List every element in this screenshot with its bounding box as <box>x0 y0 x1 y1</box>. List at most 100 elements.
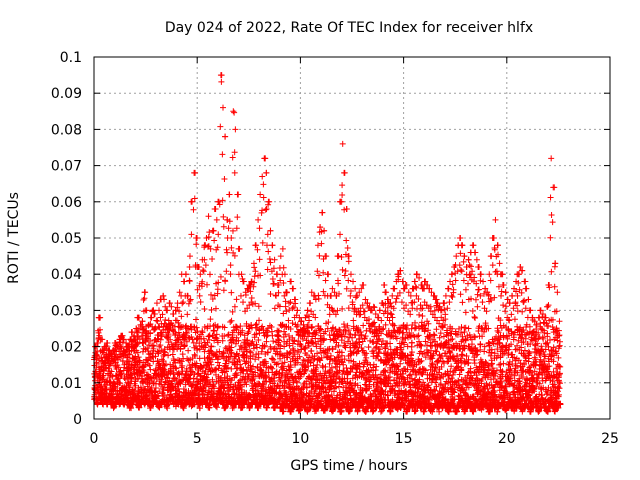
data-point <box>361 308 368 315</box>
data-point <box>290 285 297 292</box>
data-point <box>222 278 229 285</box>
data-point <box>173 365 180 372</box>
data-point <box>157 342 164 349</box>
data-point <box>269 242 276 249</box>
data-point <box>188 333 195 340</box>
data-point <box>119 358 126 365</box>
data-point <box>278 322 285 329</box>
data-point <box>170 355 177 362</box>
data-point <box>457 266 464 273</box>
data-point <box>255 216 262 223</box>
data-point <box>172 364 179 371</box>
data-point <box>170 346 177 353</box>
data-point <box>147 329 154 336</box>
data-point <box>91 391 98 398</box>
data-point <box>388 311 395 318</box>
data-point <box>169 345 176 352</box>
data-point <box>181 342 188 349</box>
data-point <box>169 351 176 358</box>
data-point <box>139 380 146 387</box>
data-point <box>97 368 104 375</box>
data-point <box>220 223 227 230</box>
data-point <box>383 289 390 296</box>
data-point <box>136 357 143 364</box>
data-point <box>181 343 188 350</box>
data-point <box>191 195 198 202</box>
data-points <box>91 72 564 415</box>
data-point <box>224 249 231 256</box>
data-point <box>94 387 101 394</box>
data-point <box>157 330 164 337</box>
data-point <box>251 273 258 280</box>
data-point <box>302 367 309 374</box>
data-point <box>126 358 133 365</box>
data-point <box>215 198 222 205</box>
data-point <box>306 300 313 307</box>
data-point <box>238 271 245 278</box>
data-point <box>95 329 102 336</box>
data-point <box>202 262 209 269</box>
data-point <box>320 288 327 295</box>
data-point <box>138 375 145 382</box>
data-point <box>221 175 228 182</box>
data-point <box>220 213 227 220</box>
data-point <box>141 369 148 376</box>
chart-title: Day 024 of 2022, Rate Of TEC Index for r… <box>165 20 533 36</box>
data-point <box>239 275 246 282</box>
data-point <box>184 311 191 318</box>
data-point <box>205 213 212 220</box>
data-point <box>160 365 167 372</box>
data-point <box>341 272 348 279</box>
data-point <box>190 375 197 382</box>
data-point <box>449 281 456 288</box>
data-point <box>228 317 235 324</box>
data-point <box>118 345 125 352</box>
data-point <box>184 329 191 336</box>
data-point <box>270 356 277 363</box>
data-point <box>180 278 187 285</box>
data-point <box>229 308 236 315</box>
data-point <box>191 351 198 358</box>
data-point <box>449 294 456 301</box>
data-point <box>380 282 387 289</box>
data-point <box>125 365 132 372</box>
data-point <box>322 277 329 284</box>
data-point <box>164 405 171 412</box>
data-point <box>204 281 211 288</box>
data-point <box>245 329 252 336</box>
data-point <box>265 198 272 205</box>
data-point <box>344 244 351 251</box>
data-point <box>147 314 154 321</box>
data-point <box>178 364 185 371</box>
data-point <box>341 169 348 176</box>
data-point <box>188 231 195 238</box>
data-point <box>265 248 272 255</box>
data-point <box>191 323 198 330</box>
data-point <box>172 330 179 337</box>
data-point <box>231 169 238 176</box>
data-point <box>243 367 250 374</box>
data-point <box>224 216 231 223</box>
data-point <box>201 306 208 313</box>
data-point <box>440 300 447 307</box>
data-point <box>308 348 315 355</box>
data-point <box>191 169 198 176</box>
data-point <box>197 271 204 278</box>
data-point <box>114 354 121 361</box>
data-point <box>450 286 457 293</box>
data-point <box>138 332 145 339</box>
data-point <box>343 206 350 213</box>
data-point <box>206 271 213 278</box>
data-point <box>289 320 296 327</box>
data-point <box>411 278 418 285</box>
data-point <box>260 194 267 201</box>
data-point <box>211 206 218 213</box>
data-point <box>98 336 105 343</box>
data-point <box>121 385 128 392</box>
data-point <box>176 289 183 296</box>
data-point <box>106 374 113 381</box>
data-point <box>169 383 176 390</box>
data-point <box>222 133 229 140</box>
data-point <box>159 390 166 397</box>
